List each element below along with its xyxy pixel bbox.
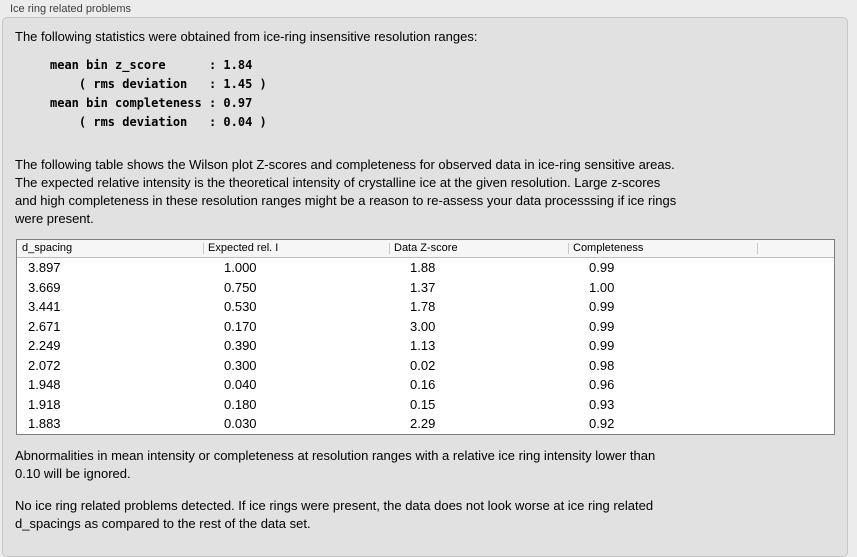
table-cell: 0.99 xyxy=(589,299,615,314)
ignore-threshold-note: Abnormalities in mean intensity or compl… xyxy=(15,447,656,481)
table-cell: 1.88 xyxy=(410,260,436,275)
table-cell: 3.441 xyxy=(28,299,61,314)
xtriage-ice-ring-panel: { "panel": { "title": "Ice ring related … xyxy=(2,3,848,557)
table-cell: 2.072 xyxy=(28,357,61,373)
table-cell-filler xyxy=(757,395,834,415)
table-cell: 2.249 xyxy=(28,338,61,353)
table-cell-filler xyxy=(757,317,834,337)
table-cell: 0.530 xyxy=(224,299,257,314)
table-row[interactable]: 2.072 0.300 0.02 0.98 xyxy=(17,356,834,376)
table-cell-filler xyxy=(757,375,834,395)
table-cell: 1.883 xyxy=(28,416,61,431)
table-cell-filler xyxy=(757,356,834,376)
conclusion-text: No ice ring related problems detected. I… xyxy=(15,497,654,531)
column-header-data-z-score[interactable]: Data Z-score xyxy=(389,240,568,257)
table-cell-filler xyxy=(757,414,834,434)
table-cell-filler xyxy=(757,336,834,356)
column-header-d-spacing[interactable]: d_spacing xyxy=(22,242,73,254)
table-cell: 1.948 xyxy=(28,377,61,392)
table-row[interactable]: 1.918 0.180 0.15 0.93 xyxy=(17,395,834,415)
table-cell: 0.16 xyxy=(410,377,436,392)
panel-title: Ice ring related problems xyxy=(10,3,132,15)
table-cell: 0.180 xyxy=(224,396,257,412)
table-cell: 0.170 xyxy=(224,318,257,334)
table-cell: 1.37 xyxy=(410,279,436,295)
ice-ring-table: d_spacing Expected rel. I Data Z-score Comp… xyxy=(16,239,835,435)
table-cell: 0.02 xyxy=(410,357,436,373)
table-cell: 0.99 xyxy=(589,338,615,353)
table-cell: 2.671 xyxy=(28,318,61,334)
column-header-expected-rel-i[interactable]: Expected rel. I xyxy=(203,240,389,257)
column-header-filler xyxy=(757,240,834,257)
table-row[interactable]: 1.948 0.040 0.16 0.96 xyxy=(17,375,834,395)
table-cell-filler xyxy=(757,297,834,317)
table-cell: 0.92 xyxy=(589,416,615,431)
table-cell: 0.15 xyxy=(410,396,436,412)
table-cell: 1.000 xyxy=(224,260,257,275)
table-cell: 2.29 xyxy=(410,416,436,431)
table-cell: 0.96 xyxy=(589,377,615,392)
table-cell: 0.040 xyxy=(224,377,257,392)
table-cell: 1.00 xyxy=(589,279,615,295)
table-cell: 0.750 xyxy=(224,279,257,295)
table-cell: 0.99 xyxy=(589,318,615,334)
table-cell: 1.918 xyxy=(28,396,61,412)
table-row[interactable]: 1.883 0.030 2.29 0.92 xyxy=(17,414,834,434)
table-cell: 1.13 xyxy=(410,338,436,353)
table-cell: 0.98 xyxy=(589,357,615,373)
table-header-row: d_spacing Expected rel. I Data Z-score Comp… xyxy=(17,240,834,258)
table-cell: 3.00 xyxy=(410,318,436,334)
table-body: 3.897 1.000 1.88 0.99 3.669 0.750 1.37 1.00 3.44… xyxy=(17,258,834,434)
table-cell: 0.030 xyxy=(224,416,257,431)
table-row[interactable]: 2.249 0.390 1.13 0.99 xyxy=(17,336,834,356)
table-cell: 3.897 xyxy=(28,260,61,275)
table-cell-filler xyxy=(757,258,834,278)
ice-ring-statistics-block: mean bin z_score : 1.84 ( rms deviation … xyxy=(50,58,267,129)
column-header-completeness[interactable]: Completeness xyxy=(568,240,757,257)
table-cell: 3.669 xyxy=(28,279,61,295)
stats-intro-text: The following statistics were obtained f… xyxy=(15,29,478,44)
ice-ring-groupbox: The following statistics were obtained f… xyxy=(2,17,848,557)
table-row[interactable]: 3.897 1.000 1.88 0.99 xyxy=(17,258,834,278)
table-row[interactable]: 2.671 0.170 3.00 0.99 xyxy=(17,317,834,337)
table-cell: 0.99 xyxy=(589,260,615,275)
table-cell: 1.78 xyxy=(410,299,436,314)
table-cell: 0.93 xyxy=(589,396,615,412)
table-cell: 0.300 xyxy=(224,357,257,373)
table-cell: 0.390 xyxy=(224,338,257,353)
table-row[interactable]: 3.669 0.750 1.37 1.00 xyxy=(17,278,834,298)
table-description-text: The following table shows the Wilson plo… xyxy=(15,157,677,226)
table-row[interactable]: 3.441 0.530 1.78 0.99 xyxy=(17,297,834,317)
table-cell-filler xyxy=(757,278,834,298)
